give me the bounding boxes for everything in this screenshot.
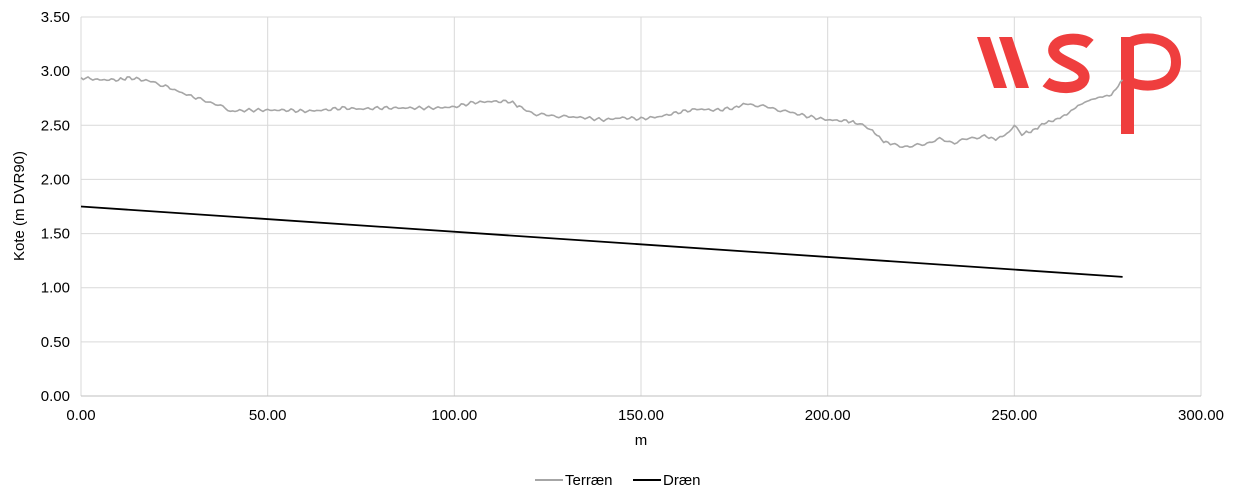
y-tick-label: 1.00 (41, 280, 70, 297)
legend: Terræn Dræn (535, 472, 701, 489)
y-tick-label: 3.00 (41, 63, 70, 80)
legend-label-draen: Dræn (663, 472, 701, 489)
legend-item-draen: Dræn (633, 472, 701, 489)
y-tick-label: 1.50 (41, 226, 70, 243)
y-tick-label: 0.50 (41, 334, 70, 351)
legend-label-terraen: Terræn (565, 472, 613, 489)
axes: 0.00 0.50 1.00 1.50 2.00 2.50 3.00 3.50 0.00 50.0… (41, 9, 1224, 424)
legend-item-terraen: Terræn (535, 472, 613, 489)
series-line-draen (80, 205, 1123, 278)
y-axis-title: Kote (m DVR90) (11, 151, 28, 261)
series-line-terraen (80, 76, 1124, 148)
series-group (80, 76, 1124, 278)
wsp-logo-stroke (999, 37, 1029, 88)
wsp-logo-stroke (1124, 33, 1182, 91)
wsp-logo (977, 33, 1182, 134)
x-tick-label: 300.00 (1178, 407, 1224, 424)
grid (80, 16, 1202, 397)
wsp-logo-stroke (977, 37, 1007, 88)
wsp-logo-stroke (1042, 33, 1094, 93)
y-tick-label: 2.00 (41, 171, 70, 188)
x-tick-label: 50.00 (249, 407, 287, 424)
y-tick-label: 2.50 (41, 117, 70, 134)
x-tick-label: 200.00 (805, 407, 851, 424)
x-tick-label: 0.00 (66, 407, 95, 424)
x-tick-label: 250.00 (991, 407, 1037, 424)
x-tick-label: 150.00 (618, 407, 664, 424)
x-axis-title: m (635, 432, 648, 449)
x-tick-label: 100.00 (431, 407, 477, 424)
y-tick-label: 3.50 (41, 9, 70, 26)
y-tick-label: 0.00 (41, 388, 70, 405)
